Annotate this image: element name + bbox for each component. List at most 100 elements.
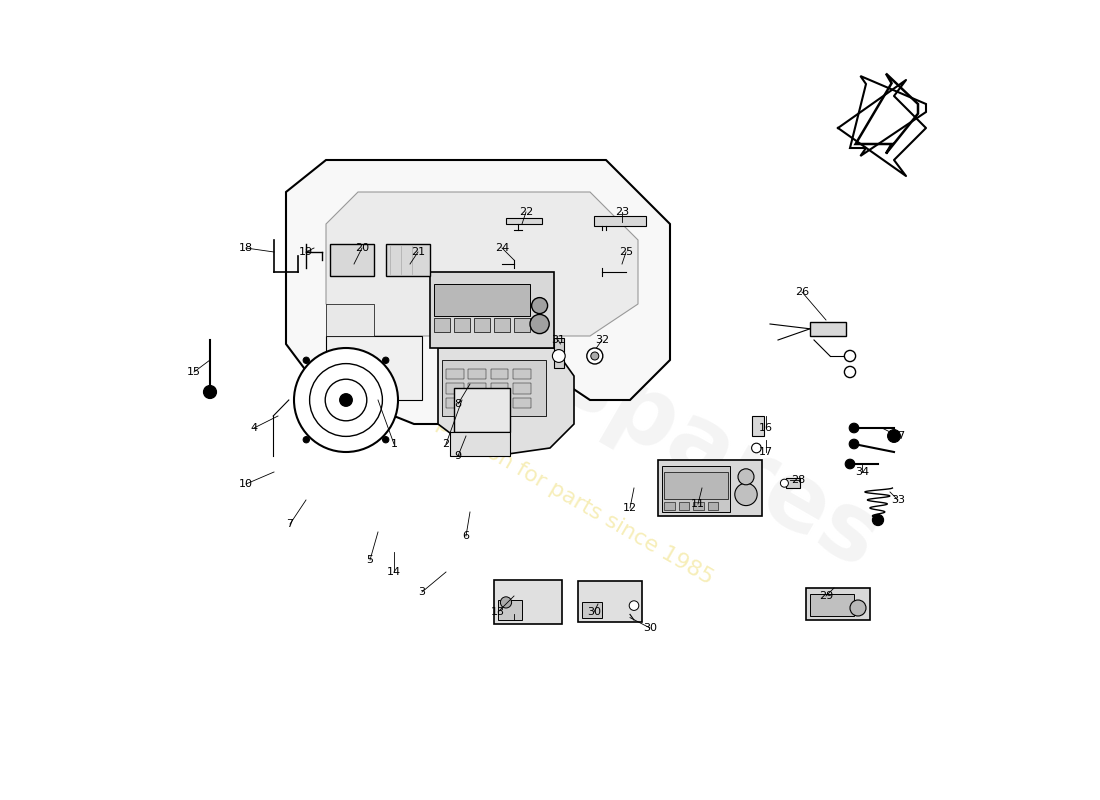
Text: 19: 19	[299, 247, 314, 257]
Text: 25: 25	[619, 247, 634, 257]
Bar	[578, 581, 642, 622]
Text: 5: 5	[366, 555, 374, 565]
Bar	[330, 244, 374, 276]
Text: 6: 6	[462, 531, 470, 541]
Circle shape	[738, 469, 754, 485]
Text: 28: 28	[791, 475, 805, 485]
Circle shape	[309, 363, 383, 437]
Bar	[454, 318, 470, 332]
Text: 24: 24	[495, 243, 509, 253]
Text: 2: 2	[442, 439, 450, 449]
Text: 33: 33	[891, 495, 905, 505]
Bar	[514, 398, 531, 408]
Circle shape	[530, 314, 549, 334]
Text: 3: 3	[418, 587, 426, 597]
Bar	[326, 336, 422, 400]
Bar	[693, 502, 704, 510]
Circle shape	[849, 423, 859, 433]
Bar	[454, 388, 510, 432]
Circle shape	[340, 394, 352, 406]
Text: 20: 20	[355, 243, 370, 253]
Bar	[498, 600, 522, 620]
Text: 13: 13	[491, 607, 505, 617]
Circle shape	[326, 379, 366, 421]
Circle shape	[383, 357, 389, 363]
Bar	[751, 416, 764, 436]
Text: 4: 4	[251, 423, 257, 433]
Text: 9: 9	[454, 451, 462, 461]
Bar	[386, 244, 430, 276]
Bar	[491, 369, 508, 379]
Text: 1: 1	[390, 439, 397, 449]
Circle shape	[304, 437, 309, 443]
Bar	[514, 318, 530, 332]
Bar	[594, 216, 646, 226]
Bar	[806, 588, 870, 620]
Bar	[494, 318, 510, 332]
Bar	[326, 304, 374, 336]
Circle shape	[531, 298, 548, 314]
Bar	[554, 338, 563, 368]
Circle shape	[735, 483, 757, 506]
Polygon shape	[438, 348, 574, 456]
Bar	[664, 472, 728, 499]
Text: 22: 22	[519, 207, 534, 217]
Bar	[664, 502, 674, 510]
Bar	[786, 478, 801, 488]
Circle shape	[845, 366, 856, 378]
Bar	[707, 502, 718, 510]
Circle shape	[294, 348, 398, 452]
Bar	[810, 322, 846, 336]
Text: 34: 34	[855, 467, 869, 477]
Bar	[491, 383, 508, 394]
Circle shape	[849, 439, 859, 449]
Text: 26: 26	[795, 287, 810, 297]
Text: 16: 16	[759, 423, 773, 433]
Circle shape	[204, 386, 217, 398]
Bar	[469, 398, 486, 408]
Circle shape	[500, 597, 512, 608]
Bar	[469, 369, 486, 379]
Text: 10: 10	[239, 479, 253, 489]
Text: 12: 12	[623, 503, 637, 513]
Text: 15: 15	[187, 367, 201, 377]
Bar	[434, 284, 530, 316]
Bar	[679, 502, 690, 510]
Bar	[506, 218, 542, 224]
Bar	[514, 369, 531, 379]
Circle shape	[552, 350, 565, 362]
Circle shape	[872, 514, 883, 526]
Circle shape	[845, 350, 856, 362]
Text: 29: 29	[818, 591, 833, 601]
Bar	[446, 369, 463, 379]
Circle shape	[591, 352, 598, 360]
Circle shape	[850, 600, 866, 616]
Polygon shape	[326, 192, 638, 336]
Circle shape	[629, 601, 639, 610]
Polygon shape	[450, 432, 510, 456]
Bar	[494, 580, 562, 624]
Text: 17: 17	[759, 447, 773, 457]
Bar	[474, 318, 490, 332]
Bar	[491, 398, 508, 408]
Bar	[582, 602, 602, 618]
Circle shape	[383, 437, 389, 443]
Bar	[446, 398, 463, 408]
Text: 21: 21	[411, 247, 425, 257]
Bar	[442, 360, 546, 416]
Bar	[446, 383, 463, 394]
Circle shape	[304, 357, 309, 363]
Circle shape	[586, 348, 603, 364]
Text: 31: 31	[551, 335, 565, 345]
Text: 14: 14	[387, 567, 402, 577]
Text: 23: 23	[615, 207, 629, 217]
Bar	[658, 460, 762, 516]
Text: 32: 32	[595, 335, 609, 345]
Bar	[810, 594, 854, 616]
Text: 30: 30	[644, 623, 657, 633]
Text: 7: 7	[286, 519, 294, 529]
Bar	[469, 383, 486, 394]
Text: a passion for parts since 1985: a passion for parts since 1985	[415, 403, 717, 589]
Bar	[662, 466, 730, 512]
Text: 18: 18	[239, 243, 253, 253]
